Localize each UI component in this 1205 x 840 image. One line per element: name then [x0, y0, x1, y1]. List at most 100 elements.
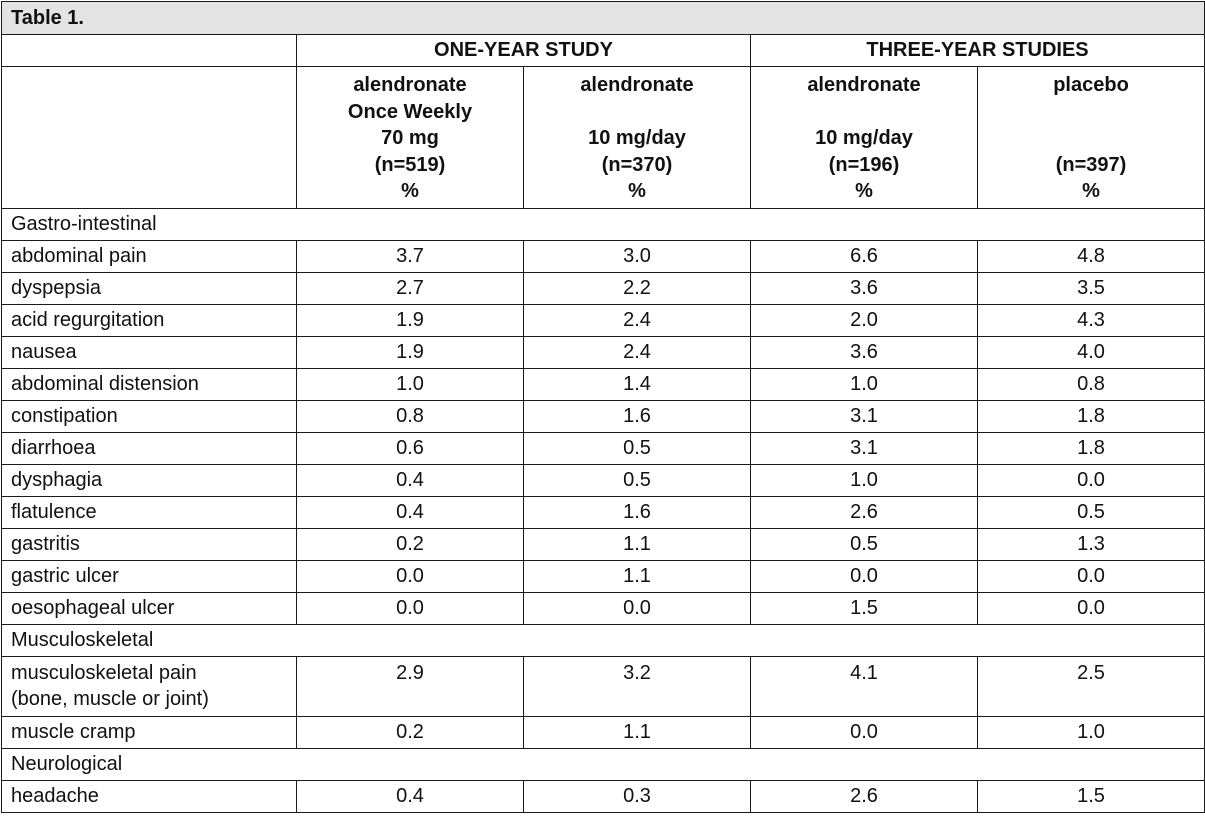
- table-row: muscle cramp 0.2 1.1 0.0 1.0: [1, 716, 1205, 749]
- table-row: headache 0.4 0.3 2.6 1.5: [1, 780, 1205, 813]
- value-cell: 0.4: [296, 780, 524, 813]
- row-label-line: dyspepsia: [11, 277, 102, 299]
- value-cell: 0.0: [976, 464, 1205, 497]
- value-cell: 0.0: [750, 716, 978, 749]
- value-cell: 2.6: [750, 496, 978, 529]
- section-heading: Musculoskeletal: [0, 624, 1205, 657]
- value-cell: 1.8: [976, 432, 1205, 465]
- row-label-line: diarrhoea: [11, 437, 96, 459]
- table-row: oesophageal ulcer 0.0 0.0 1.5 0.0: [1, 592, 1205, 625]
- table-row: abdominal distension 1.0 1.4 1.0 0.8: [1, 368, 1205, 401]
- column-header-line: (n=370): [601, 153, 673, 176]
- table-row: gastric ulcer 0.0 1.1 0.0 0.0: [1, 560, 1205, 593]
- column-header-alendronate-daily-1yr: alendronate 10 mg/day (n=370) %: [523, 66, 751, 209]
- row-label-line: (bone, muscle or joint): [11, 688, 209, 710]
- value-cell: 0.0: [296, 592, 524, 625]
- value-cell: 0.0: [976, 560, 1205, 593]
- value-cell: 1.8: [976, 400, 1205, 433]
- row-label-line: constipation: [11, 405, 118, 427]
- row-label: muscle cramp: [1, 716, 297, 749]
- row-label-line: acid regurgitation: [11, 309, 165, 331]
- table-row: gastritis 0.2 1.1 0.5 1.3: [1, 528, 1205, 561]
- value-cell: 1.6: [523, 400, 751, 433]
- column-header-line: [978, 99, 1204, 126]
- empty-header-cell: [1, 66, 297, 209]
- table-title: Table 1.: [0, 1, 1205, 35]
- value-cell: 1.0: [976, 716, 1205, 749]
- value-cell: 1.6: [523, 496, 751, 529]
- empty-header-cell: [1, 34, 297, 67]
- value-cell: 0.0: [976, 592, 1205, 625]
- value-cell: 4.8: [976, 240, 1205, 273]
- value-cell: 3.6: [750, 272, 978, 305]
- value-cell: 2.9: [296, 656, 524, 717]
- value-cell: 0.3: [523, 780, 751, 813]
- column-header-line: %: [855, 180, 873, 202]
- value-cell: 0.0: [750, 560, 978, 593]
- column-header-alendronate-daily-3yr: alendronate 10 mg/day (n=196) %: [750, 66, 978, 209]
- row-label-line: gastric ulcer: [11, 565, 119, 587]
- value-cell: 1.1: [523, 716, 751, 749]
- column-header-line: [524, 99, 750, 126]
- value-cell: 0.5: [750, 528, 978, 561]
- value-cell: 1.5: [750, 592, 978, 625]
- value-cell: 0.8: [976, 368, 1205, 401]
- value-cell: 2.7: [296, 272, 524, 305]
- value-cell: 3.1: [750, 400, 978, 433]
- value-cell: 1.5: [976, 780, 1205, 813]
- value-cell: 0.4: [296, 464, 524, 497]
- row-label: gastric ulcer: [1, 560, 297, 593]
- section-row: Neurological: [0, 748, 1205, 781]
- column-header-line: (n=397): [1055, 153, 1127, 176]
- column-header-alendronate-weekly: alendronate Once Weekly 70 mg (n=519) %: [296, 66, 524, 209]
- group-header-one-year: ONE-YEAR STUDY: [296, 34, 751, 67]
- adverse-events-table: Table 1. ONE-YEAR STUDY THREE-YEAR STUDI…: [0, 1, 1205, 813]
- column-header-line: alendronate: [580, 74, 694, 96]
- table-title-row: Table 1.: [0, 1, 1205, 35]
- column-header-row: alendronate Once Weekly 70 mg (n=519) % …: [1, 66, 1205, 209]
- row-label: flatulence: [1, 496, 297, 529]
- column-header-line: (n=196): [828, 153, 900, 176]
- row-label: abdominal distension: [1, 368, 297, 401]
- row-label-line: gastritis: [11, 533, 80, 555]
- section-heading: Neurological: [0, 748, 1205, 781]
- value-cell: 3.2: [523, 656, 751, 717]
- column-header-line: %: [1082, 180, 1100, 202]
- column-header-line: [751, 99, 977, 126]
- value-cell: 1.1: [523, 528, 751, 561]
- section-row: Musculoskeletal: [0, 624, 1205, 657]
- row-label-line: abdominal distension: [11, 373, 199, 395]
- value-cell: 4.0: [976, 336, 1205, 369]
- row-label: abdominal pain: [1, 240, 297, 273]
- value-cell: 1.3: [976, 528, 1205, 561]
- row-label: oesophageal ulcer: [1, 592, 297, 625]
- value-cell: 3.1: [750, 432, 978, 465]
- row-label-line: dysphagia: [11, 469, 103, 491]
- value-cell: 3.6: [750, 336, 978, 369]
- value-cell: 3.5: [976, 272, 1205, 305]
- column-header-line: Once Weekly: [347, 100, 473, 123]
- study-group-row: ONE-YEAR STUDY THREE-YEAR STUDIES: [1, 34, 1205, 67]
- value-cell: 1.9: [296, 304, 524, 337]
- row-label-line: abdominal pain: [11, 245, 147, 267]
- row-label: dyspepsia: [1, 272, 297, 305]
- group-header-three-year: THREE-YEAR STUDIES: [749, 34, 1205, 67]
- value-cell: 0.2: [296, 716, 524, 749]
- value-cell: 1.4: [523, 368, 751, 401]
- column-header-placebo: placebo (n=397) %: [976, 66, 1205, 209]
- row-label-line: oesophageal ulcer: [11, 597, 175, 619]
- column-header-line: 10 mg/day: [815, 127, 913, 149]
- row-label: musculoskeletal pain (bone, muscle or joi…: [1, 656, 297, 717]
- table-row: acid regurgitation 1.9 2.4 2.0 4.3: [1, 304, 1205, 337]
- row-label-line: headache: [11, 785, 99, 807]
- table-row: musculoskeletal pain (bone, muscle or joi…: [1, 656, 1205, 717]
- row-label-line: flatulence: [11, 501, 97, 523]
- column-header-line: 10 mg/day: [588, 127, 686, 149]
- row-label: constipation: [1, 400, 297, 433]
- table-row: nausea 1.9 2.4 3.6 4.0: [1, 336, 1205, 369]
- row-label: nausea: [1, 336, 297, 369]
- column-header-line: alendronate: [807, 74, 921, 96]
- row-label-line: muscle cramp: [11, 721, 136, 743]
- column-header-line: [978, 125, 1204, 152]
- value-cell: 0.2: [296, 528, 524, 561]
